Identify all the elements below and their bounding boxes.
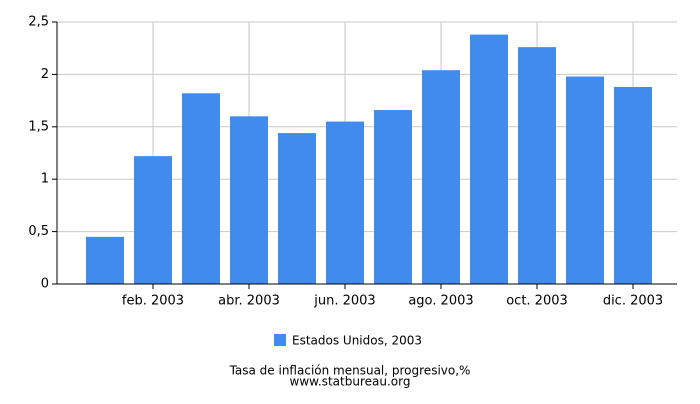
x-tick-label: dic. 2003 (603, 294, 663, 309)
y-tick-label: 2,5 (28, 15, 49, 30)
y-tick-label: 2 (41, 67, 49, 82)
y-tick-label: 0 (41, 277, 49, 292)
y-tick-label: 1,5 (28, 119, 49, 134)
bar (134, 156, 172, 284)
x-tick-label: feb. 2003 (122, 294, 184, 309)
x-tick-label: ago. 2003 (408, 294, 473, 309)
x-tick-label: oct. 2003 (506, 294, 568, 309)
bar (230, 116, 268, 284)
bar (86, 236, 124, 284)
legend-label: Estados Unidos, 2003 (292, 334, 422, 348)
bar (374, 110, 412, 284)
bar (326, 121, 364, 284)
y-tick-label: 1 (41, 172, 49, 187)
bar (614, 86, 652, 284)
bar (278, 133, 316, 284)
bar (518, 47, 556, 284)
legend-swatch (274, 334, 286, 346)
y-tick-label: 0,5 (28, 224, 49, 239)
bar (182, 93, 220, 284)
chart-source: www.statbureau.org (290, 375, 411, 389)
bar (566, 76, 604, 284)
x-tick-label: jun. 2003 (313, 294, 375, 309)
bar (422, 70, 460, 284)
bar (470, 34, 508, 284)
x-tick-label: abr. 2003 (218, 294, 280, 309)
chart-caption: Tasa de inflación mensual, progresivo,% (229, 364, 471, 378)
